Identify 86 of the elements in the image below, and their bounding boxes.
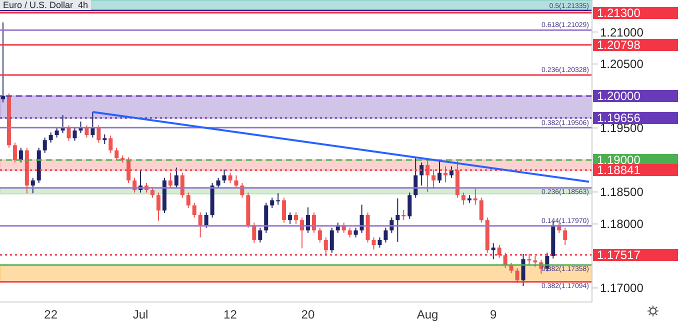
y-tick-label: 1.17000	[600, 281, 644, 296]
candlestick	[1, 22, 5, 103]
candlestick	[222, 169, 226, 184]
candlestick	[198, 212, 202, 238]
candlestick	[48, 132, 53, 144]
candlestick	[306, 206, 310, 234]
ref-line-label: 1.17517	[593, 248, 678, 262]
candlestick	[156, 192, 160, 222]
candlestick	[348, 227, 352, 238]
ref-line-label: 1.20000	[593, 88, 678, 103]
candlestick	[330, 227, 334, 254]
candlestick	[461, 192, 466, 206]
candlestick	[84, 124, 89, 138]
candlestick	[180, 172, 184, 198]
candlestick	[515, 268, 520, 284]
ref-line-label: 1.19000	[593, 152, 678, 167]
y-tick-label: 1.18500	[600, 185, 644, 200]
candlestick	[114, 147, 119, 162]
candlestick	[521, 254, 526, 287]
candlestick	[533, 255, 538, 268]
ref-line-label: 1.21300	[593, 6, 678, 20]
y-tick-label: 1.20500	[600, 57, 644, 72]
candlestick	[372, 236, 376, 250]
candlestick	[402, 209, 406, 221]
candlestick	[12, 142, 17, 164]
candlestick	[108, 135, 113, 154]
candlestick	[126, 156, 131, 184]
candlestick	[102, 134, 107, 144]
x-tick-label: 20	[301, 308, 315, 322]
candlestick	[216, 177, 220, 189]
candlestick	[90, 111, 95, 138]
x-tick-label: 22	[44, 308, 58, 322]
candlestick	[324, 236, 328, 256]
candlestick	[354, 227, 358, 238]
candlestick	[192, 202, 196, 218]
candlestick	[228, 172, 232, 184]
chart-title: Euro / U.S. Dollar 4h	[0, 0, 92, 10]
candlestick	[30, 177, 35, 194]
y-tick-label: 1.18000	[600, 217, 644, 232]
candlestick	[252, 222, 256, 244]
candlestick	[312, 212, 316, 234]
candlestick	[318, 227, 322, 243]
candlestick	[426, 159, 430, 192]
candlestick	[72, 127, 77, 142]
candlestick	[288, 212, 292, 224]
candlestick	[234, 174, 238, 189]
x-tick-label: Jul	[132, 308, 148, 322]
candlestick	[168, 172, 172, 189]
ref-line-label: 1.18841	[593, 163, 678, 178]
candlestick	[438, 160, 442, 184]
candlestick	[294, 212, 298, 224]
candlestick	[282, 197, 286, 224]
candlestick	[360, 204, 364, 234]
candlestick	[378, 236, 382, 248]
candlestick	[497, 244, 502, 258]
x-tick-label: 9	[490, 308, 497, 322]
candlestick	[420, 162, 424, 186]
candlestick	[414, 156, 418, 198]
candlestick	[444, 166, 448, 183]
candlestick	[276, 192, 280, 206]
ref-line-label: 1.20798	[593, 38, 678, 52]
candlestick	[384, 227, 388, 243]
candlestick	[408, 192, 412, 220]
candlestick	[150, 186, 154, 198]
candlestick	[432, 169, 436, 190]
candlestick	[66, 124, 71, 142]
candlestick	[186, 192, 190, 208]
candlestick	[563, 227, 568, 246]
candlestick	[18, 147, 23, 164]
candlestick	[491, 242, 496, 260]
candlestick	[396, 198, 400, 242]
candlestick	[174, 167, 178, 189]
candlestick	[270, 197, 274, 208]
candlestick	[479, 197, 484, 224]
candlestick	[527, 254, 532, 266]
candlestick	[96, 124, 101, 144]
x-tick-label: Aug	[416, 308, 438, 322]
candlestick	[54, 127, 59, 138]
candlestick	[449, 166, 454, 178]
y-tick-label: 1.21000	[600, 25, 644, 40]
candlestick	[258, 227, 262, 243]
candlestick	[473, 188, 478, 206]
candlestick	[204, 212, 208, 228]
ref-line-label: 1.19656	[593, 110, 678, 125]
candlestick	[42, 137, 47, 154]
x-tick-label: 12	[224, 308, 238, 322]
